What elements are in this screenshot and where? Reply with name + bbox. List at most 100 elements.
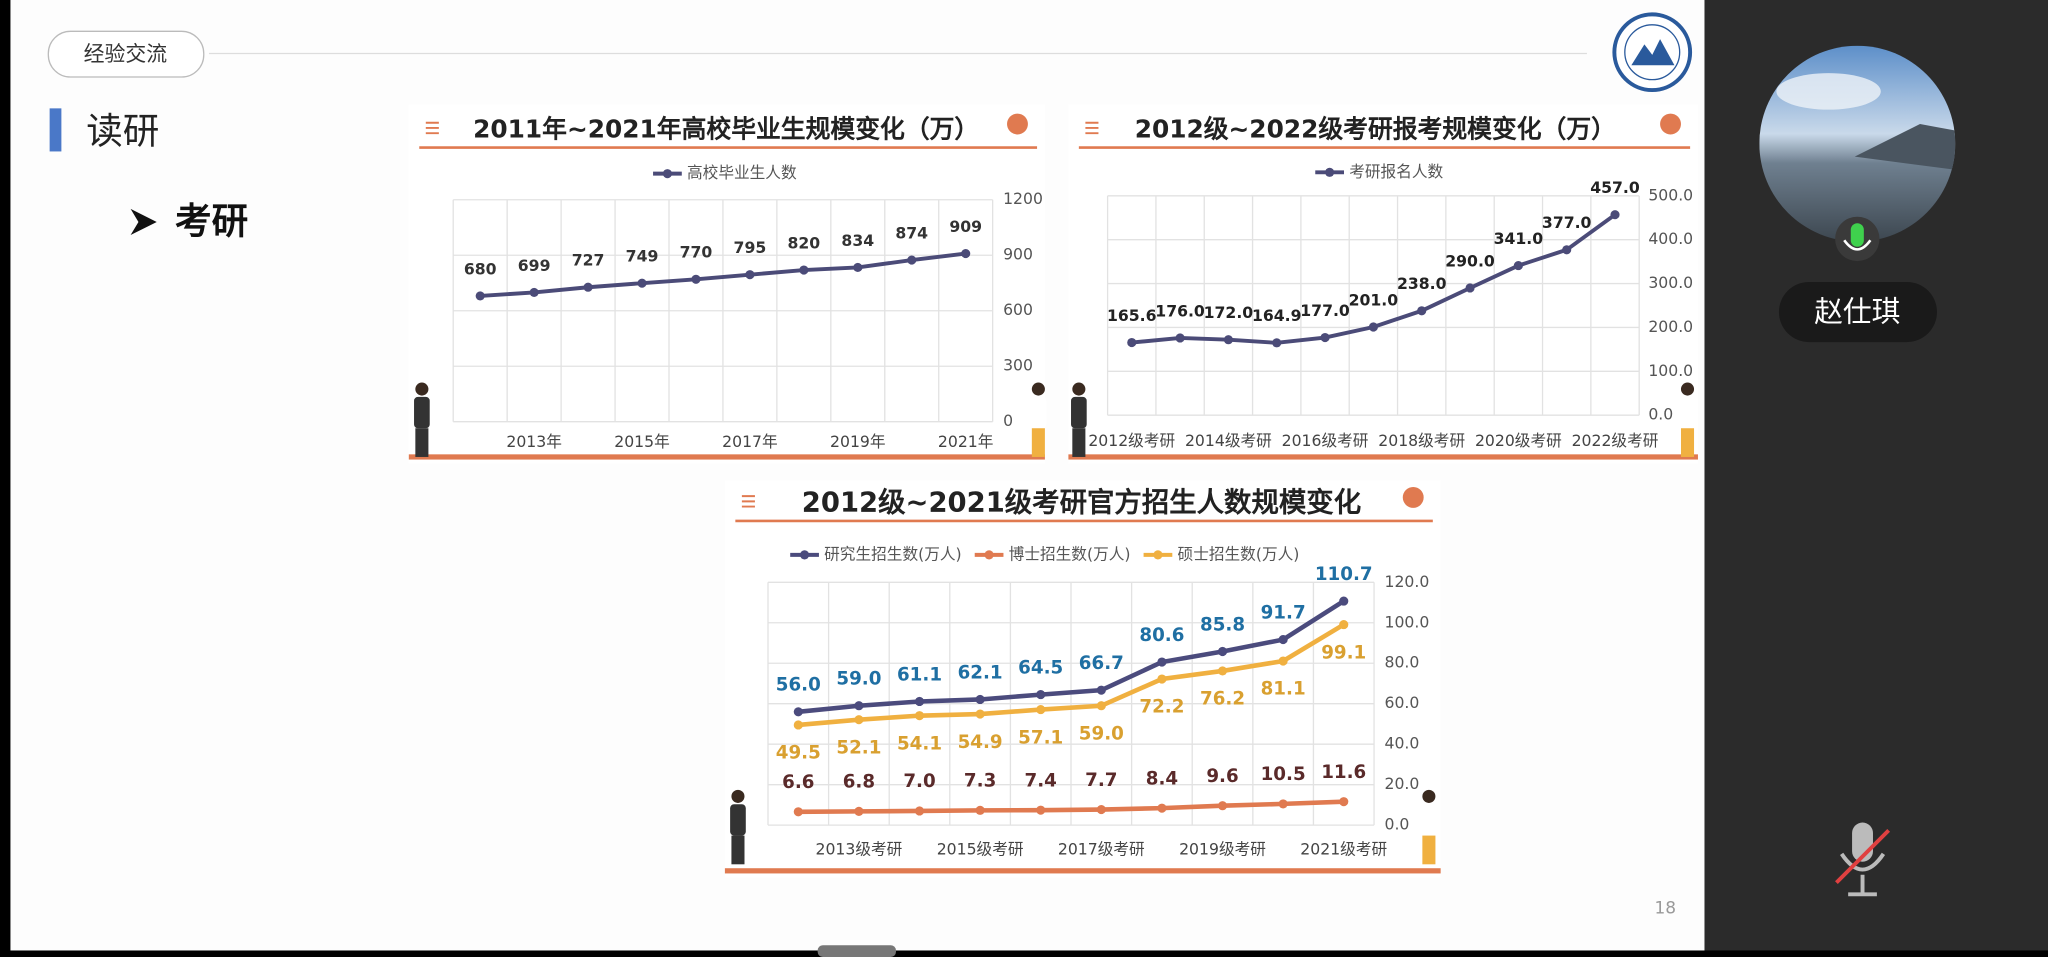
data-label: 85.8 — [1200, 614, 1245, 635]
illustration — [1071, 382, 1087, 457]
badge-icon — [1007, 113, 1028, 135]
data-point — [1339, 797, 1349, 807]
data-label: 377.0 — [1542, 213, 1592, 232]
data-point — [914, 696, 925, 707]
x-tick-label: 2019年 — [830, 432, 886, 451]
legs — [1680, 428, 1695, 457]
data-label: 457.0 — [1590, 178, 1640, 197]
y-tick-label: 0 — [1003, 411, 1013, 430]
legs — [1422, 835, 1436, 865]
x-tick-label: 2012级考研 — [1088, 431, 1175, 450]
y-tick-label: 1200 — [1003, 189, 1043, 208]
data-point — [914, 806, 925, 816]
data-label: 164.9 — [1252, 306, 1302, 325]
y-tick-label: 20.0 — [1384, 774, 1419, 793]
data-point — [1157, 803, 1167, 813]
data-label: 57.1 — [1018, 727, 1063, 748]
data-point — [1157, 674, 1167, 684]
data-label: 770 — [680, 243, 713, 262]
chart-panel — [724, 480, 1441, 878]
data-label: 165.6 — [1107, 306, 1157, 325]
data-point — [745, 270, 755, 280]
data-label: 66.7 — [1079, 653, 1124, 674]
body — [1030, 396, 1047, 429]
data-point — [961, 249, 971, 259]
data-point — [1157, 657, 1167, 667]
head — [731, 789, 745, 803]
data-point — [1610, 210, 1620, 220]
head — [415, 382, 429, 396]
y-tick-label: 100.0 — [1384, 612, 1429, 631]
data-label: 10.5 — [1261, 764, 1306, 785]
base-bar — [724, 868, 1441, 874]
data-label: 64.5 — [1018, 657, 1063, 678]
menu-icon — [741, 495, 755, 508]
data-point — [1513, 261, 1523, 271]
data-point — [1036, 805, 1046, 815]
data-point — [799, 265, 809, 275]
data-label: 834 — [841, 231, 874, 250]
data-label: 7.4 — [1025, 770, 1057, 791]
x-tick-label: 2017年 — [722, 432, 778, 451]
x-tick-label: 2020级考研 — [1475, 431, 1562, 450]
illustration — [1679, 382, 1696, 457]
data-label: 72.2 — [1139, 697, 1184, 718]
data-point — [907, 255, 917, 265]
illustration — [1421, 789, 1437, 865]
legend-dot — [984, 550, 994, 560]
data-point — [975, 709, 985, 719]
data-label: 56.0 — [776, 675, 821, 696]
heading-bar — [49, 108, 62, 152]
head — [1422, 789, 1436, 803]
data-label: 795 — [734, 238, 767, 257]
tag-pill — [47, 30, 205, 78]
data-point — [975, 694, 985, 705]
y-tick-label: 500.0 — [1648, 185, 1693, 204]
data-point — [1036, 705, 1046, 715]
data-label: 820 — [788, 233, 821, 252]
data-label: 59.0 — [1079, 723, 1124, 744]
data-label: 680 — [464, 259, 497, 278]
body — [1071, 396, 1087, 429]
heading: 读研 — [86, 110, 159, 153]
data-point — [1368, 322, 1378, 332]
data-label: 110.7 — [1315, 564, 1373, 585]
legend-label: 高校毕业生人数 — [687, 163, 797, 182]
data-point — [1127, 337, 1137, 348]
body — [1421, 804, 1437, 836]
data-label: 81.1 — [1261, 679, 1306, 700]
legend-label: 硕士招生数(万人) — [1178, 544, 1300, 563]
data-point — [1272, 338, 1282, 348]
badge-icon — [1402, 486, 1424, 508]
data-point — [854, 701, 864, 711]
menu-icon — [1085, 121, 1099, 135]
mic-muted-icon[interactable] — [1835, 822, 1891, 897]
data-point — [1217, 801, 1228, 811]
legend-dot — [1325, 167, 1335, 177]
data-label: 11.6 — [1321, 762, 1366, 783]
tag: 经验交流 — [84, 42, 168, 66]
data-label: 727 — [572, 251, 605, 270]
chart-title: 2011年~2021年高校毕业生规模变化（万） — [473, 115, 979, 144]
data-label: 7.3 — [964, 771, 996, 792]
x-tick-label: 2018级考研 — [1378, 431, 1465, 450]
x-tick-label: 2021年 — [938, 432, 994, 451]
mic-on-icon[interactable] — [1835, 216, 1880, 262]
data-point — [1096, 804, 1106, 815]
data-label: 749 — [626, 247, 659, 266]
x-tick-label: 2016级考研 — [1282, 431, 1369, 450]
data-label: 91.7 — [1261, 602, 1306, 623]
data-point — [529, 287, 539, 297]
chart-title: 2012级~2022级考研报考规模变化（万） — [1135, 115, 1616, 144]
bullet: 考研 — [175, 200, 248, 243]
data-point — [793, 807, 803, 817]
data-label: 699 — [518, 256, 551, 275]
y-tick-label: 200.0 — [1648, 317, 1693, 336]
data-point — [1417, 306, 1427, 316]
base-bar — [408, 454, 1045, 460]
legend-label: 博士招生数(万人) — [1009, 544, 1131, 563]
y-tick-label: 80.0 — [1384, 653, 1419, 672]
x-tick-label: 2019级考研 — [1179, 839, 1266, 858]
data-point — [1278, 634, 1288, 645]
